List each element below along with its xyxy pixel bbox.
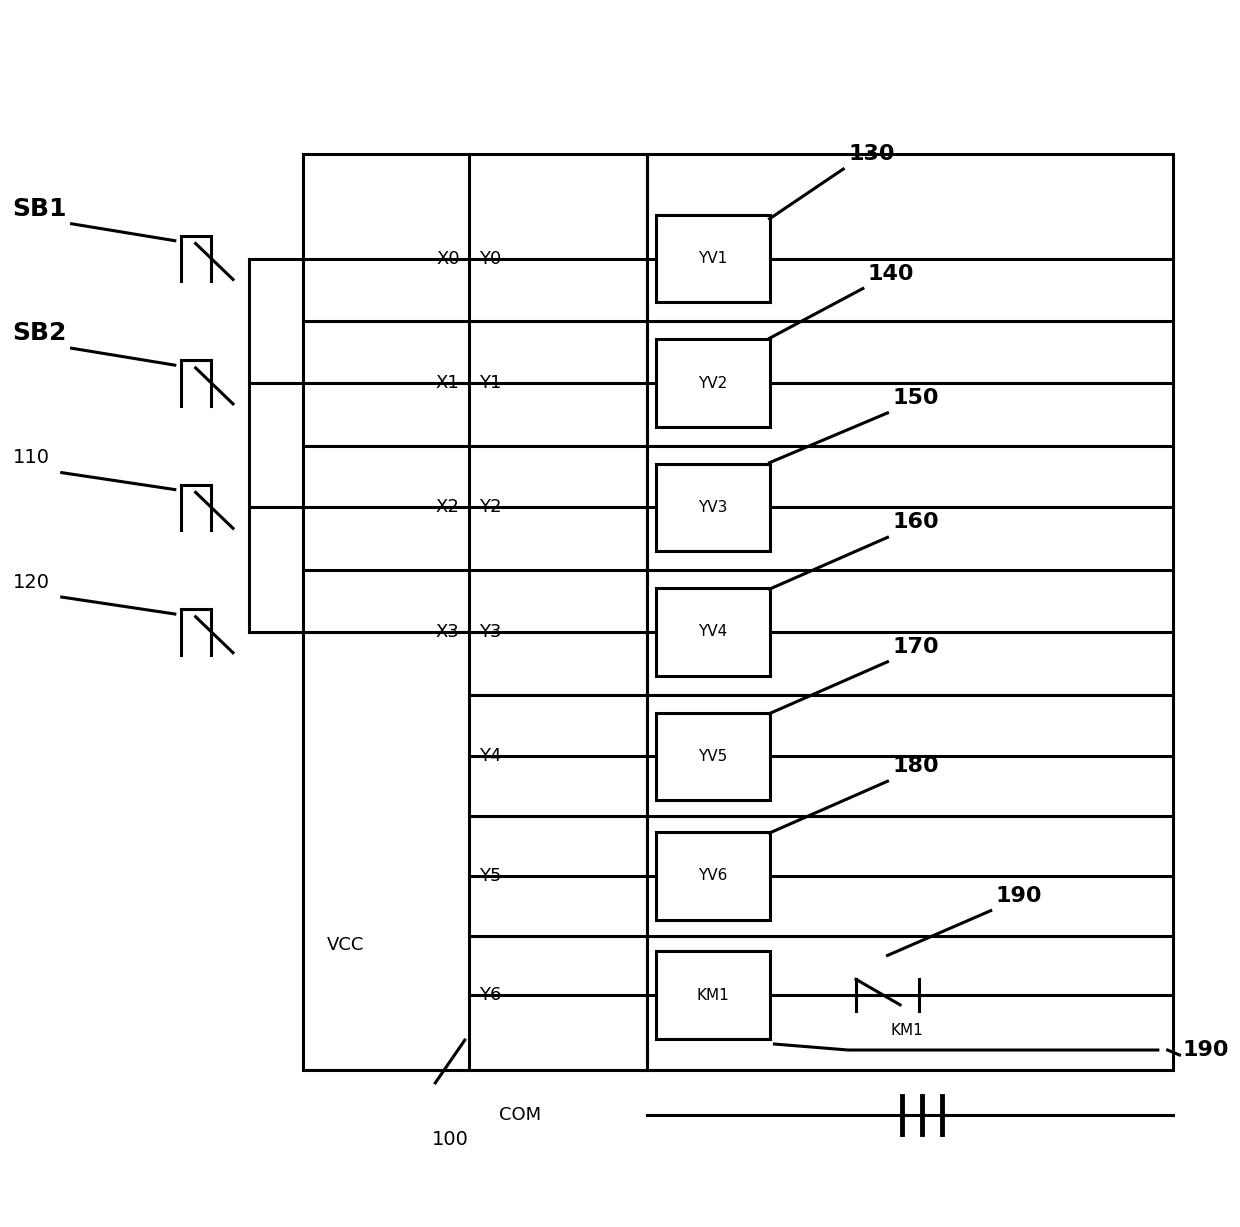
Text: Y6: Y6 (480, 987, 502, 1004)
Text: 150: 150 (893, 388, 939, 409)
Text: X0: X0 (436, 249, 460, 267)
Text: X1: X1 (436, 374, 460, 393)
Text: 110: 110 (12, 448, 50, 467)
Text: Y5: Y5 (480, 866, 502, 885)
Bar (656, 832, 770, 919)
Text: Y2: Y2 (480, 498, 502, 517)
Text: Y3: Y3 (480, 623, 502, 640)
Text: 140: 140 (868, 264, 914, 283)
Bar (656, 339, 770, 427)
Text: YV1: YV1 (698, 252, 728, 266)
Text: YV4: YV4 (698, 625, 728, 639)
Text: KM1: KM1 (890, 1023, 924, 1038)
Bar (656, 713, 770, 800)
Text: X3: X3 (435, 623, 460, 640)
Text: 180: 180 (893, 756, 939, 777)
Text: COM: COM (500, 1106, 542, 1124)
Bar (656, 951, 770, 1039)
Text: SB1: SB1 (12, 196, 67, 221)
Text: X2: X2 (435, 498, 460, 517)
Text: YV6: YV6 (698, 869, 728, 883)
Text: 120: 120 (12, 573, 50, 591)
Text: Y0: Y0 (480, 249, 501, 267)
Text: 170: 170 (893, 637, 939, 656)
Bar (656, 215, 770, 302)
Text: 190: 190 (996, 886, 1042, 906)
Text: 160: 160 (893, 513, 939, 533)
Text: VCC: VCC (327, 936, 365, 955)
Text: Y1: Y1 (480, 374, 502, 393)
Text: 130: 130 (848, 144, 895, 164)
Text: 190: 190 (1183, 1040, 1229, 1060)
Bar (656, 588, 770, 676)
Text: YV3: YV3 (698, 499, 728, 515)
Text: YV5: YV5 (698, 748, 728, 764)
Text: 100: 100 (432, 1130, 469, 1148)
Text: YV2: YV2 (698, 375, 728, 390)
Bar (646, 155, 1173, 1070)
Bar (303, 155, 646, 1070)
Text: Y4: Y4 (480, 747, 502, 766)
Text: SB2: SB2 (12, 321, 67, 345)
Bar (656, 464, 770, 551)
Text: KM1: KM1 (697, 988, 729, 1002)
